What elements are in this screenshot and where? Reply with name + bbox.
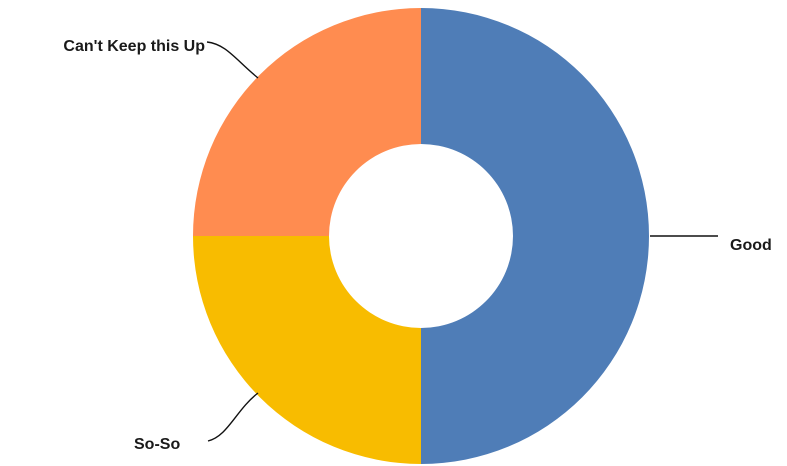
slice-so-so <box>193 236 421 464</box>
slice-can-t-keep-this-up <box>193 8 421 236</box>
slice-label-can-t-keep-this-up: Can't Keep this Up <box>63 38 205 55</box>
leader-line-can-t-keep-this-up <box>206 41 259 79</box>
slice-label-so-so: So-So <box>134 436 180 453</box>
slices-layer <box>193 8 649 464</box>
slice-good <box>421 8 649 464</box>
leader-line-so-so <box>207 392 259 442</box>
leader-lines-layer <box>206 41 718 442</box>
slice-labels-layer: Good So-So Can't Keep this Up <box>63 38 771 453</box>
slice-label-good: Good <box>730 237 772 254</box>
